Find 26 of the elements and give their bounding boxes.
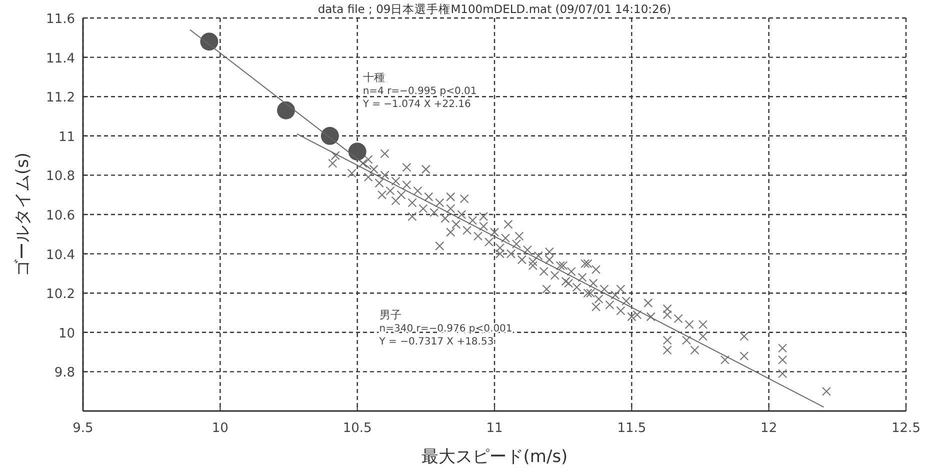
y-tick-label: 10.8 — [46, 169, 75, 184]
y-tick-label: 11 — [58, 130, 75, 145]
y-axis-title: ゴールタイム(s) — [13, 152, 33, 277]
x-tick-label: 12.5 — [892, 421, 920, 436]
annotation: Y = −1.074 X +22.16 — [362, 98, 471, 110]
annotation: Y = −0.7317 X +18.53 — [378, 336, 494, 348]
y-tick-label: 11.2 — [46, 90, 75, 106]
y-tick-label: 10 — [58, 326, 75, 342]
x-axis-title: 最大スピード(m/s) — [421, 447, 568, 467]
x-tick-label: 11 — [486, 421, 503, 436]
annotation: 十種 — [362, 70, 385, 84]
y-tick-label: 10.2 — [46, 287, 75, 302]
x-tick-label: 10.5 — [342, 421, 372, 436]
annotation: 男子 — [379, 308, 402, 322]
annotation: n=4 r=−0.995 p<0.01 — [362, 86, 477, 97]
chart-title: data file ; 09日本選手権M100mDELD.mat (09/07/01 14:10:26) — [318, 2, 672, 16]
x-tick-label: 10 — [212, 421, 228, 436]
y-tick-label: 9.8 — [54, 366, 75, 381]
x-tick-label: 9.5 — [72, 421, 94, 436]
x-tick-label: 11.5 — [617, 421, 646, 436]
annotation: n=340 r=−0.976 p<0.001 — [379, 324, 512, 335]
y-tick-label: 11.6 — [46, 12, 75, 27]
y-tick-label: 11.4 — [46, 51, 75, 66]
y-tick-label: 10.6 — [46, 208, 75, 224]
x-tick-label: 12 — [760, 421, 778, 436]
y-tick-label: 10.4 — [46, 248, 75, 263]
